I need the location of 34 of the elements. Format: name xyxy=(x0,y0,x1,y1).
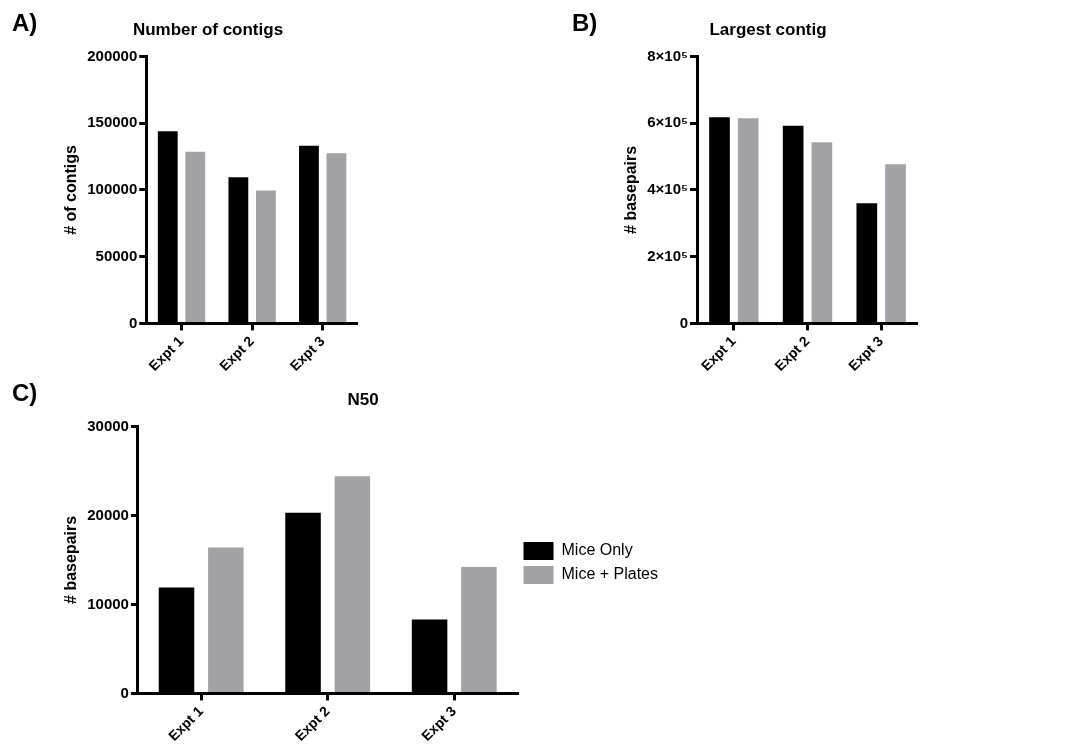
chart-title: Number of contigs xyxy=(132,19,284,39)
y-tick-label: 0 xyxy=(128,313,138,331)
y-tick-label: 100000 xyxy=(87,180,138,198)
bar xyxy=(461,567,497,692)
bar xyxy=(208,547,244,692)
legend-label: Mice Only xyxy=(561,541,633,559)
y-tick-label: 0 xyxy=(679,313,689,331)
y-tick-label: 20000 xyxy=(87,505,129,523)
bar xyxy=(334,476,371,692)
bar xyxy=(737,118,759,322)
y-axis-title: # basepairs xyxy=(622,145,640,234)
y-tick-label: 2×10⁵ xyxy=(647,246,689,264)
chart-title: N50 xyxy=(347,389,379,409)
chart-title: Largest contig xyxy=(709,19,827,39)
y-axis-title: # of contigs xyxy=(62,144,80,235)
y-tick-label: 8×10⁵ xyxy=(647,46,689,64)
bar xyxy=(255,190,276,322)
y-tick-label: 6×10⁵ xyxy=(647,113,689,131)
y-tick-label: 30000 xyxy=(87,416,129,434)
text: C) xyxy=(12,378,38,406)
y-axis-title: # basepairs xyxy=(62,515,80,604)
bar xyxy=(326,153,347,322)
y-tick-label: 10000 xyxy=(87,594,129,612)
y-tick-label: 50000 xyxy=(95,246,138,264)
y-tick-label: 150000 xyxy=(87,113,138,131)
y-tick-label: 200000 xyxy=(87,46,138,64)
bar xyxy=(811,142,833,322)
bar xyxy=(885,164,906,322)
text: A) xyxy=(12,8,38,36)
bar xyxy=(185,151,206,322)
text: B) xyxy=(572,8,598,36)
legend-label: Mice + Plates xyxy=(561,565,658,583)
y-tick-label: 4×10⁵ xyxy=(647,180,689,198)
y-tick-label: 0 xyxy=(120,683,129,701)
